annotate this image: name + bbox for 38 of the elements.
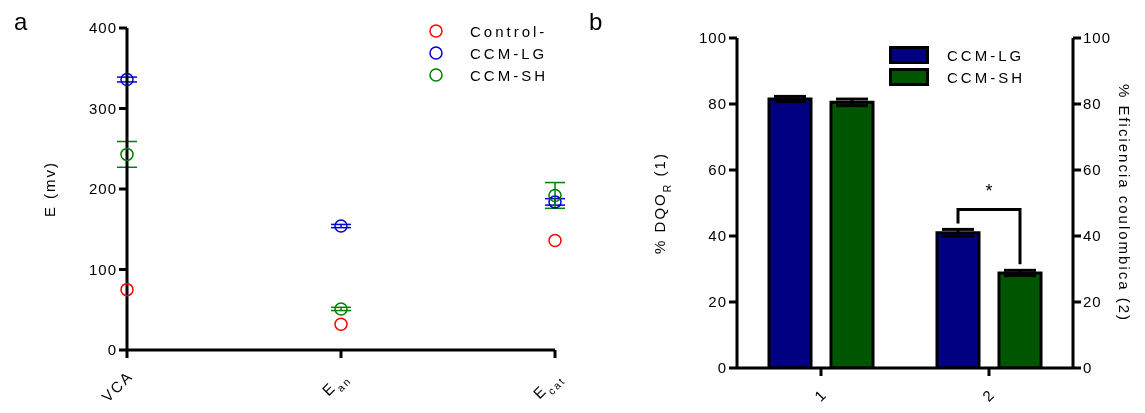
- point: [334, 219, 348, 233]
- annotation: *: [985, 181, 993, 202]
- legend-label: CCM-LG: [470, 44, 548, 62]
- point: [120, 147, 134, 162]
- point: [548, 233, 562, 248]
- x-tick-label: 2: [978, 385, 999, 405]
- x-tick-label: 1: [810, 385, 831, 405]
- y-tick-label: 80: [708, 95, 727, 113]
- y-axis-title: E (mv): [41, 160, 58, 218]
- y-tick-label: 20: [708, 293, 727, 311]
- y-tick-label: 60: [708, 161, 727, 179]
- y-tick-label: 300: [88, 99, 117, 117]
- y2-tick-label: 80: [1083, 95, 1102, 113]
- point: [548, 188, 562, 203]
- legend-label: CCM-SH: [947, 68, 1025, 86]
- y2-axis-title: % Eficiencia coulombica (2): [1116, 83, 1133, 323]
- y2-tick-label: 100: [1083, 29, 1112, 47]
- y-tick-label: 0: [717, 359, 727, 377]
- point: [120, 72, 134, 87]
- y2-tick-label: 60: [1083, 161, 1102, 179]
- y-tick-label: 40: [708, 227, 727, 245]
- point: [120, 282, 134, 297]
- y-tick-label: 400: [88, 19, 117, 37]
- point: [334, 302, 348, 316]
- y-tick-label: 100: [88, 260, 117, 278]
- legend-label: CCM-SH: [470, 66, 548, 84]
- legend-label: CCM-LG: [947, 46, 1025, 64]
- legend-label: Control-: [470, 22, 548, 40]
- chart-title: b: [589, 8, 603, 35]
- point: [334, 317, 348, 331]
- y-tick-label: 100: [698, 29, 727, 47]
- point: [548, 195, 562, 209]
- y2-tick-label: 20: [1083, 293, 1102, 311]
- y2-tick-label: 40: [1083, 227, 1102, 245]
- chart-title: a: [14, 8, 28, 35]
- y2-tick-label: 0: [1083, 359, 1093, 377]
- y-tick-label: 200: [88, 180, 117, 198]
- y-tick-label: 0: [107, 341, 117, 359]
